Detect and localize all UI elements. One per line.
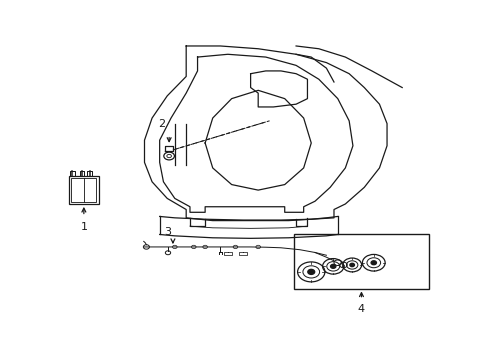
Circle shape <box>330 264 335 268</box>
Bar <box>71 178 96 202</box>
Circle shape <box>349 263 354 267</box>
Bar <box>294 234 428 288</box>
Text: 1: 1 <box>80 222 87 232</box>
Bar <box>68 176 99 204</box>
Text: 3: 3 <box>163 227 170 237</box>
Circle shape <box>307 269 314 274</box>
Text: 2: 2 <box>158 119 165 129</box>
Circle shape <box>370 261 376 265</box>
Text: 4: 4 <box>357 304 364 314</box>
